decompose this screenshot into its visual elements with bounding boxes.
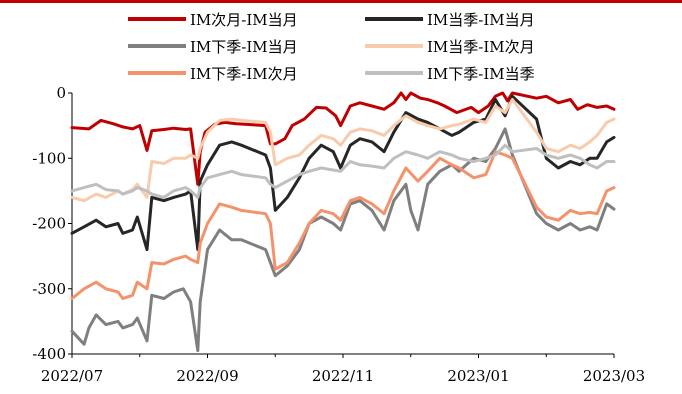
x-tick-label: 2022/07	[41, 367, 103, 385]
top-accent-rule	[0, 0, 682, 3]
y-tick-label: -400	[32, 345, 66, 363]
series-line-6	[70, 143, 616, 199]
x-tick-label: 2022/09	[176, 367, 238, 385]
x-tick-label: 2022/11	[312, 367, 374, 385]
series-line-5	[70, 150, 616, 300]
x-tick-label: 2023/01	[447, 367, 509, 385]
series-line-1	[70, 91, 616, 186]
x-tick-label: 2023/03	[583, 367, 645, 385]
series-line-4	[70, 98, 616, 203]
y-tick-label: -200	[32, 215, 66, 233]
legend-label: IM次月-IM当月	[190, 11, 298, 29]
y-tick-label: -300	[32, 280, 66, 298]
series-line-2	[70, 94, 616, 252]
y-tick-label: 0	[56, 84, 66, 102]
legend-label: IM下季-IM次月	[190, 65, 298, 83]
legend-label: IM当季-IM当月	[427, 11, 535, 29]
legend-label: IM当季-IM次月	[427, 38, 535, 56]
legend: IM次月-IM当月 IM当季-IM当月 IM下季-IM当月 IM当季-IM次月 IM下季…	[128, 11, 535, 83]
legend-label: IM下季-IM当月	[190, 38, 298, 56]
axes-layer: 0 -100 -200 -300 -400 2022/07 2022/09 2022/11 20…	[32, 84, 645, 385]
legend-label: IM下季-IM当季	[427, 65, 535, 83]
series-layer	[70, 91, 616, 353]
y-tick-label: -100	[32, 149, 66, 167]
